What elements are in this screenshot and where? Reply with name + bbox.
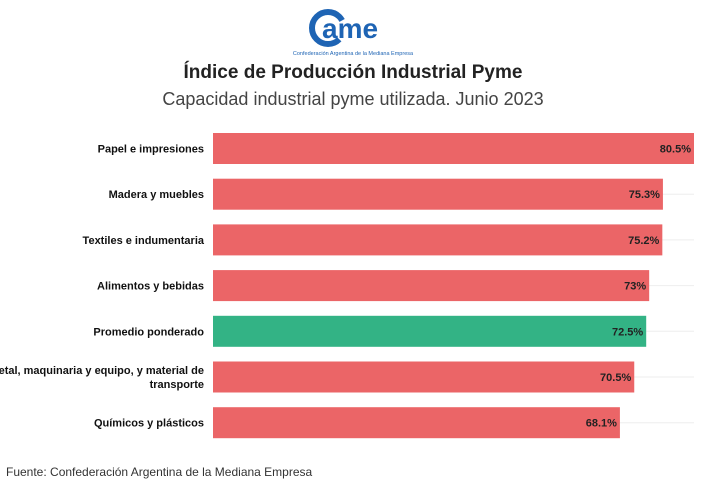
category-label: Papel e impresiones xyxy=(98,144,204,156)
bar-chart: 80.5% Papel e impresiones 75.3% Madera y mu… xyxy=(0,133,694,439)
category-label: Textiles e indumentaria xyxy=(83,235,205,247)
category-label: Metal, maquinaria y equipo, y material d… xyxy=(0,365,204,391)
logo-subtext: Confederación Argentina de la Mediana Em… xyxy=(293,51,414,57)
value-label: 75.2% xyxy=(628,235,659,247)
value-label: 75.3% xyxy=(629,189,660,201)
category-label: Madera y muebles xyxy=(109,189,204,201)
category-label-line: Papel e impresiones xyxy=(98,144,204,156)
logo-wordmark: ame xyxy=(322,13,378,44)
bar xyxy=(213,315,647,347)
category-label-line: transporte xyxy=(150,379,204,391)
source-note: Fuente: Confederación Argentina de la Me… xyxy=(6,465,313,479)
bar xyxy=(213,407,620,439)
value-label: 72.5% xyxy=(612,326,643,338)
bar xyxy=(213,224,663,256)
chart-title: Índice de Producción Industrial Pyme xyxy=(183,62,523,83)
category-label-line: Químicos y plásticos xyxy=(94,418,204,430)
value-label: 70.5% xyxy=(600,372,631,384)
category-label: Promedio ponderado xyxy=(93,326,204,338)
category-label-line: Metal, maquinaria y equipo, y material d… xyxy=(0,365,204,377)
category-label: Químicos y plásticos xyxy=(94,418,204,430)
category-label-line: Madera y muebles xyxy=(109,189,204,201)
chart-subtitle: Capacidad industrial pyme utilizada. Jun… xyxy=(162,89,544,109)
category-label-line: Textiles e indumentaria xyxy=(83,235,205,247)
category-label-line: Alimentos y bebidas xyxy=(97,281,204,293)
bar xyxy=(213,361,635,393)
value-label: 73% xyxy=(624,281,646,293)
category-label-line: Promedio ponderado xyxy=(93,326,204,338)
value-label: 80.5% xyxy=(660,144,691,156)
came-logo: ame Confederación Argentina de la Median… xyxy=(293,8,414,57)
category-label: Alimentos y bebidas xyxy=(97,281,204,293)
bar xyxy=(213,270,650,302)
bar xyxy=(213,178,663,210)
value-label: 68.1% xyxy=(586,418,617,430)
bar xyxy=(213,133,694,164)
